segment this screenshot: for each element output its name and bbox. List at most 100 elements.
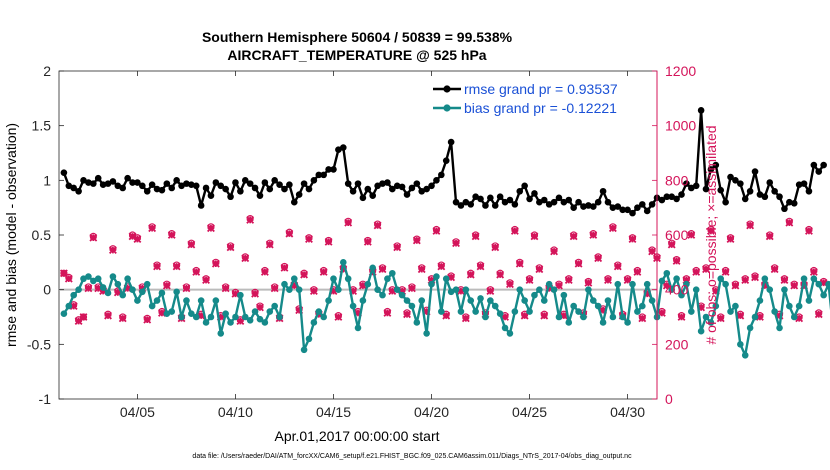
rmse-point	[134, 179, 141, 186]
obs-assimilated-marker	[486, 287, 495, 295]
obs-assimilated-marker	[295, 306, 304, 315]
rmse-point	[692, 182, 700, 190]
obs-assimilated-marker	[99, 287, 108, 295]
rmse-point	[251, 184, 259, 192]
obs-assimilated-marker	[108, 246, 117, 254]
bias-point	[732, 302, 739, 310]
obs-assimilated-marker	[697, 303, 706, 312]
bias-point	[354, 324, 362, 332]
bias-point	[467, 297, 475, 304]
bias-point	[423, 330, 430, 337]
legend-bias-text: bias grand pr = -0.12221	[464, 100, 617, 116]
bias-point	[614, 280, 622, 288]
rmse-point	[452, 198, 460, 206]
rmse-point	[511, 201, 519, 208]
bias-point	[433, 273, 440, 280]
bias-point	[241, 313, 249, 321]
data-file-footer: data file: /Users/raeder/DAI/ATM_forcXX/…	[192, 453, 632, 460]
y-right-tick-label: 800	[665, 172, 689, 188]
obs-assimilated-marker	[300, 270, 309, 279]
bias-point	[761, 275, 769, 283]
bias-point	[511, 308, 519, 315]
obs-assimilated-marker	[422, 307, 431, 316]
obs-assimilated-marker	[344, 218, 353, 227]
rmse-point	[702, 185, 710, 193]
bias-point	[545, 280, 553, 288]
bias-point	[746, 324, 754, 332]
obs-assimilated-marker	[104, 311, 112, 320]
obs-assimilated-marker	[216, 313, 225, 321]
obs-assimilated-marker	[417, 265, 426, 274]
rmse-point	[727, 173, 734, 181]
obs-assimilated-marker	[702, 265, 710, 274]
rmse-point	[570, 204, 577, 211]
bias-point	[109, 273, 117, 280]
legend-bias-marker	[443, 104, 451, 112]
rmse-point	[658, 196, 666, 204]
obs-assimilated-marker	[280, 263, 289, 272]
bias-point	[134, 297, 141, 304]
bias-point	[496, 310, 504, 318]
bias-series-group	[60, 259, 830, 359]
rmse-point	[129, 179, 136, 186]
bias-point	[389, 269, 396, 277]
legend-rmse-text: rmse grand pr = 0.93537	[464, 81, 618, 97]
obs-assimilated-marker	[795, 314, 804, 323]
bias-point	[202, 319, 210, 326]
obs-assimilated-marker	[148, 224, 157, 233]
obs-assimilated-marker	[716, 314, 725, 323]
bias-point	[668, 286, 676, 293]
y-left-tick-label: 0	[43, 282, 51, 298]
rmse-point	[565, 196, 573, 204]
obs-assimilated-marker	[378, 265, 387, 274]
obs-assimilated-marker	[256, 303, 264, 312]
bias-point	[629, 280, 636, 288]
rmse-point	[286, 181, 293, 189]
obs-assimilated-marker	[329, 287, 338, 295]
bias-point	[261, 319, 269, 326]
rmse-point	[295, 191, 303, 198]
obs-assimilated-marker	[638, 314, 647, 323]
obs-assimilated-marker	[692, 267, 701, 276]
obs-assimilated-marker	[491, 243, 500, 252]
rmse-point	[408, 184, 416, 192]
bias-point	[349, 302, 357, 310]
y-left-tick-label: -1	[39, 391, 52, 407]
obs-assimilated-marker	[599, 306, 608, 315]
obs-assimilated-marker	[172, 262, 181, 271]
obs-assimilated-marker	[192, 267, 201, 276]
y-right-tick-label: 200	[665, 336, 689, 352]
bias-point	[359, 297, 367, 304]
bias-point	[815, 280, 823, 288]
obs-assimilated-marker	[628, 235, 637, 244]
rmse-point	[119, 184, 127, 192]
bias-point	[741, 351, 749, 359]
rmse-point	[261, 179, 269, 186]
bias-point	[609, 313, 617, 321]
rmse-point	[325, 166, 332, 173]
obs-assimilated-marker	[667, 240, 676, 249]
rmse-point	[428, 182, 435, 190]
rmse-point	[413, 180, 421, 187]
obs-assimilated-marker	[657, 308, 666, 317]
rmse-point	[315, 171, 323, 179]
obs-assimilated-marker	[246, 216, 255, 224]
bias-point	[139, 288, 146, 296]
bias-point	[393, 286, 401, 293]
bias-point	[281, 280, 288, 288]
obs-assimilated-marker	[594, 254, 603, 263]
obs-assimilated-marker	[153, 262, 161, 271]
rmse-point	[624, 206, 631, 214]
bias-point	[104, 289, 112, 297]
bias-point	[315, 308, 323, 315]
obs-assimilated-marker	[334, 313, 343, 321]
bias-point	[795, 302, 803, 310]
bias-point	[624, 319, 631, 326]
bias-point	[408, 302, 416, 310]
bias-point	[124, 275, 131, 283]
obs-assimilated-marker	[535, 265, 544, 274]
obs-assimilated-marker	[731, 281, 740, 290]
obs-assimilated-marker	[456, 287, 465, 295]
rmse-point	[266, 185, 274, 193]
